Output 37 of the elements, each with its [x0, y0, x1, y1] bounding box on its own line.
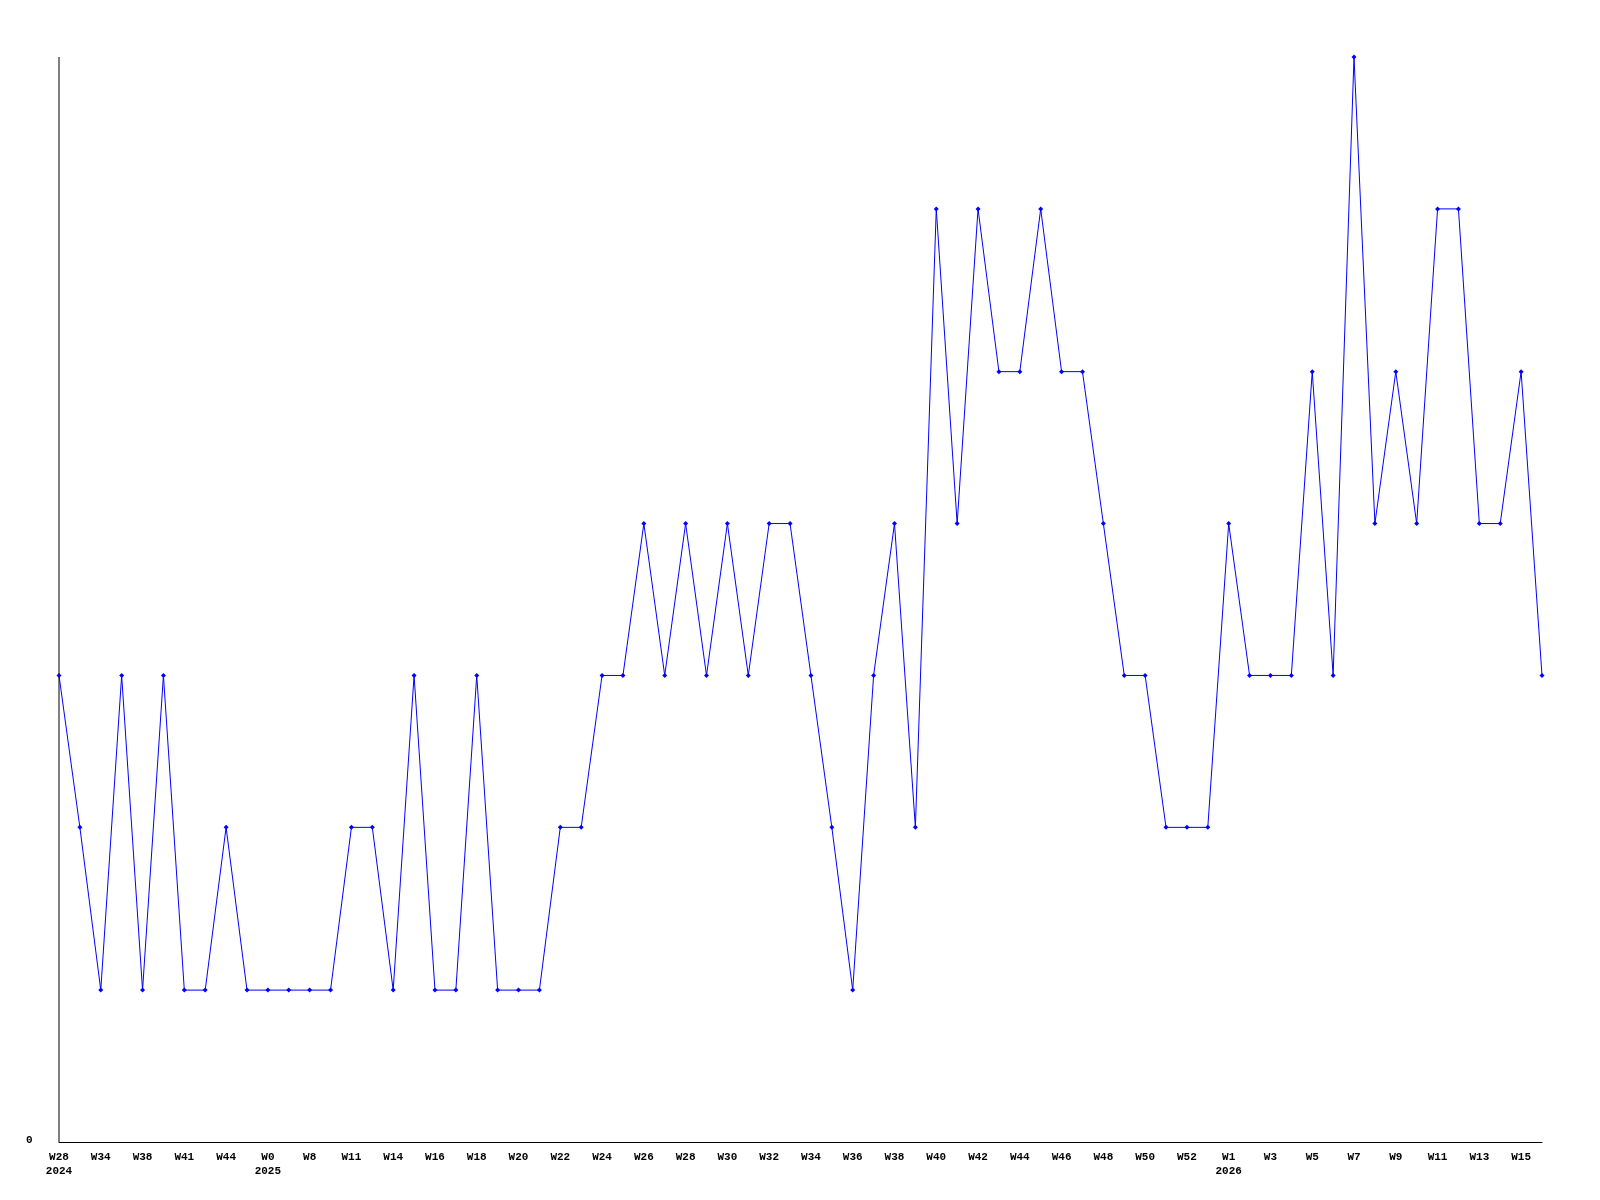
x-tick-label: W9 [1389, 1151, 1403, 1163]
x-tick-label: W14 [383, 1151, 404, 1163]
x-tick-label: W42 [968, 1151, 988, 1163]
x-tick-label: W1 2026 [1215, 1151, 1242, 1177]
x-tick-label: W26 [633, 1151, 654, 1163]
x-tick-label: W40 [926, 1151, 947, 1163]
x-tick-label: W34 [90, 1151, 112, 1163]
x-tick-label: W30 [717, 1151, 738, 1163]
x-tick-label: W34 [801, 1151, 822, 1163]
x-tick-label: W24 [592, 1151, 613, 1163]
x-tick-label: W16 [425, 1151, 445, 1163]
x-tick-label: W18 [466, 1151, 488, 1163]
x-tick-label: W32 [759, 1151, 780, 1163]
x-tick-label: W20 [508, 1151, 529, 1163]
x-tick-label: W44 [1009, 1151, 1031, 1163]
x-tick-label: W36 [842, 1151, 863, 1163]
x-tick-label: W41 [174, 1151, 195, 1163]
x-tick-label: W11 [341, 1151, 362, 1163]
x-tick-label: W13 [1469, 1151, 1490, 1163]
x-tick-label: W15 [1511, 1151, 1532, 1163]
x-tick-label: W38 [132, 1151, 153, 1163]
x-tick-label: W48 [1093, 1151, 1114, 1163]
text: 0 [26, 1133, 33, 1146]
x-tick-label: W50 [1135, 1151, 1156, 1163]
x-tick-label: W3 [1263, 1151, 1278, 1163]
x-tick-label: W8 [303, 1151, 317, 1163]
x-tick-label: W5 [1305, 1151, 1320, 1163]
x-tick-label: W22 [550, 1151, 571, 1163]
x-tick-label: W11 [1427, 1151, 1448, 1163]
x-tick-label: W46 [1051, 1151, 1072, 1163]
x-tick-label: W44 [216, 1151, 237, 1163]
x-tick-label: W38 [884, 1151, 905, 1163]
x-tick-label: W52 [1177, 1151, 1197, 1163]
x-tick-label: W28 [675, 1151, 696, 1163]
x-tick-label: W28 2024 [45, 1151, 73, 1177]
x-tick-label: W0 2025 [254, 1151, 282, 1177]
x-tick-label: W7 [1347, 1151, 1361, 1163]
